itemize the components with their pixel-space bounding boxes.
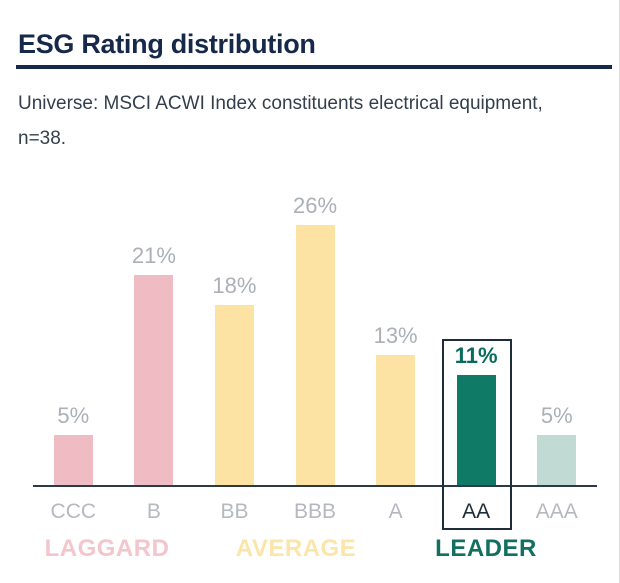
bar-value-label-bbb: 26% xyxy=(293,193,338,218)
bar-chart: 5% 21% 18% 26% 13% 11% 5% xyxy=(33,193,597,485)
bar-column-ccc: 5% xyxy=(33,193,114,485)
title-divider xyxy=(16,65,612,69)
bar-a xyxy=(376,355,416,485)
bar-value-label-b: 21% xyxy=(131,243,176,268)
bar-column-b: 21% xyxy=(114,193,195,485)
x-tick-label-aa: AA xyxy=(462,500,491,523)
bar-column-bb: 18% xyxy=(194,193,275,485)
bar-value-label-ccc: 5% xyxy=(57,403,90,428)
group-label-leader: LEADER xyxy=(435,535,537,562)
bar-value-label-aa: 11% xyxy=(454,343,498,368)
x-tick-label-a: A xyxy=(388,500,403,523)
bar-value-label-bb: 18% xyxy=(212,273,257,298)
bar-value-label-aaa: 5% xyxy=(540,403,573,428)
subtitle-line-1: Universe: MSCI ACWI Index constituents e… xyxy=(18,93,543,114)
aa-highlight-box xyxy=(442,339,512,530)
x-axis-category-labels: CCC B BB BBB A AA AAA xyxy=(33,497,597,527)
chart-subtitle: Universe: MSCI ACWI Index constituents e… xyxy=(18,86,602,156)
bar-column-bbb: 26% xyxy=(275,193,356,485)
x-tick-label-aaa: AAA xyxy=(535,500,578,523)
x-tick-label-bbb: BBB xyxy=(294,500,337,523)
bar-column-aa: 11% xyxy=(436,193,517,485)
bar-aa xyxy=(456,375,496,485)
bar-ccc xyxy=(53,435,93,485)
x-tick-label-bb: BB xyxy=(220,500,249,523)
bar-bbb xyxy=(295,225,335,485)
bar-b xyxy=(134,275,174,485)
bar-value-label-a: 13% xyxy=(373,323,418,348)
bar-aaa xyxy=(537,435,577,485)
bar-column-aaa: 5% xyxy=(516,193,597,485)
group-label-laggard: LAGGARD xyxy=(44,535,170,562)
subtitle-line-2: n=38. xyxy=(18,128,67,149)
bar-column-a: 13% xyxy=(355,193,436,485)
group-label-average: AVERAGE xyxy=(235,535,357,562)
bar-bb xyxy=(214,305,254,485)
x-tick-label-b: B xyxy=(146,500,161,523)
page-title: ESG Rating distribution xyxy=(18,29,316,60)
x-tick-label-ccc: CCC xyxy=(50,500,97,523)
bars-row: 5% 21% 18% 26% 13% 11% 5% xyxy=(33,193,597,485)
x-axis-line xyxy=(33,485,597,487)
